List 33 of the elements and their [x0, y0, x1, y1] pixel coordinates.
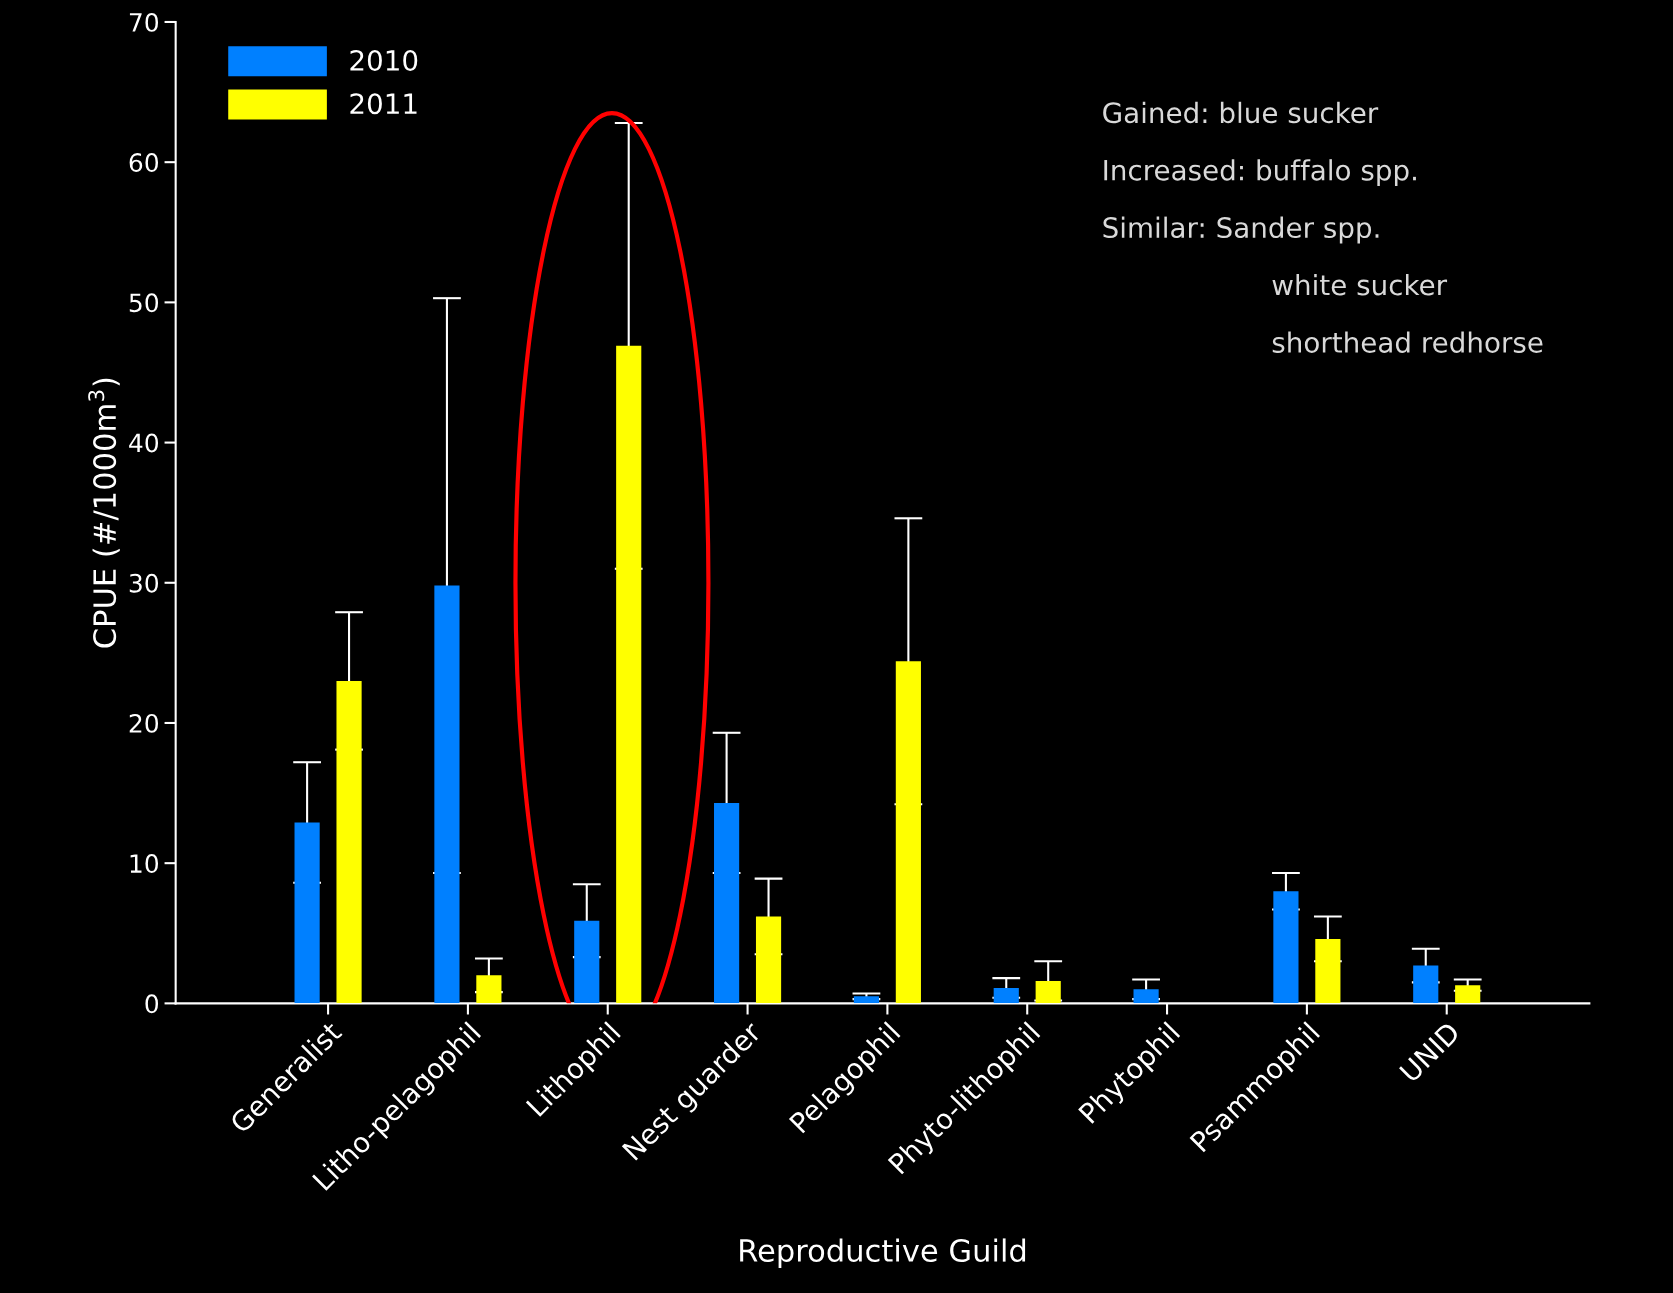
y-tick-label: 0 — [145, 994, 159, 1014]
y-tick-label: 70 — [129, 12, 159, 32]
legend-label: 2011 — [350, 93, 417, 115]
bar — [895, 661, 921, 1004]
annotation: white sucker — [1272, 274, 1448, 296]
y-tick-label: 40 — [129, 433, 159, 453]
annotation: shorthead redhorse — [1272, 331, 1543, 353]
bar — [1035, 980, 1061, 1004]
bar — [993, 987, 1019, 1004]
annotation: Gained: blue sucker — [1103, 101, 1379, 124]
bar — [434, 585, 460, 1004]
bar — [294, 822, 320, 1004]
y-axis-title: CPUE (#/1000m$^{3}$) — [88, 378, 120, 648]
bar — [616, 345, 642, 1004]
bar — [476, 975, 502, 1004]
y-tick-label: 30 — [129, 573, 159, 593]
y-tick-label: 60 — [129, 153, 159, 173]
bar — [714, 802, 740, 1004]
annotation: Similar: Sander spp. — [1103, 216, 1379, 244]
bar — [1133, 989, 1159, 1004]
bar — [336, 680, 362, 1004]
bar — [1273, 891, 1299, 1004]
bar — [1455, 985, 1481, 1004]
y-tick-label: 20 — [129, 713, 159, 733]
bar — [1413, 965, 1439, 1004]
bar — [1315, 938, 1341, 1004]
legend-label: 2010 — [350, 49, 418, 71]
y-tick-label: 50 — [129, 293, 159, 313]
x-axis-title: Reproductive Guild — [740, 1238, 1026, 1268]
bar — [574, 920, 600, 1004]
annotation: Increased: buffalo spp. — [1104, 159, 1416, 187]
bar — [755, 916, 782, 1004]
y-tick-label: 10 — [130, 854, 159, 874]
